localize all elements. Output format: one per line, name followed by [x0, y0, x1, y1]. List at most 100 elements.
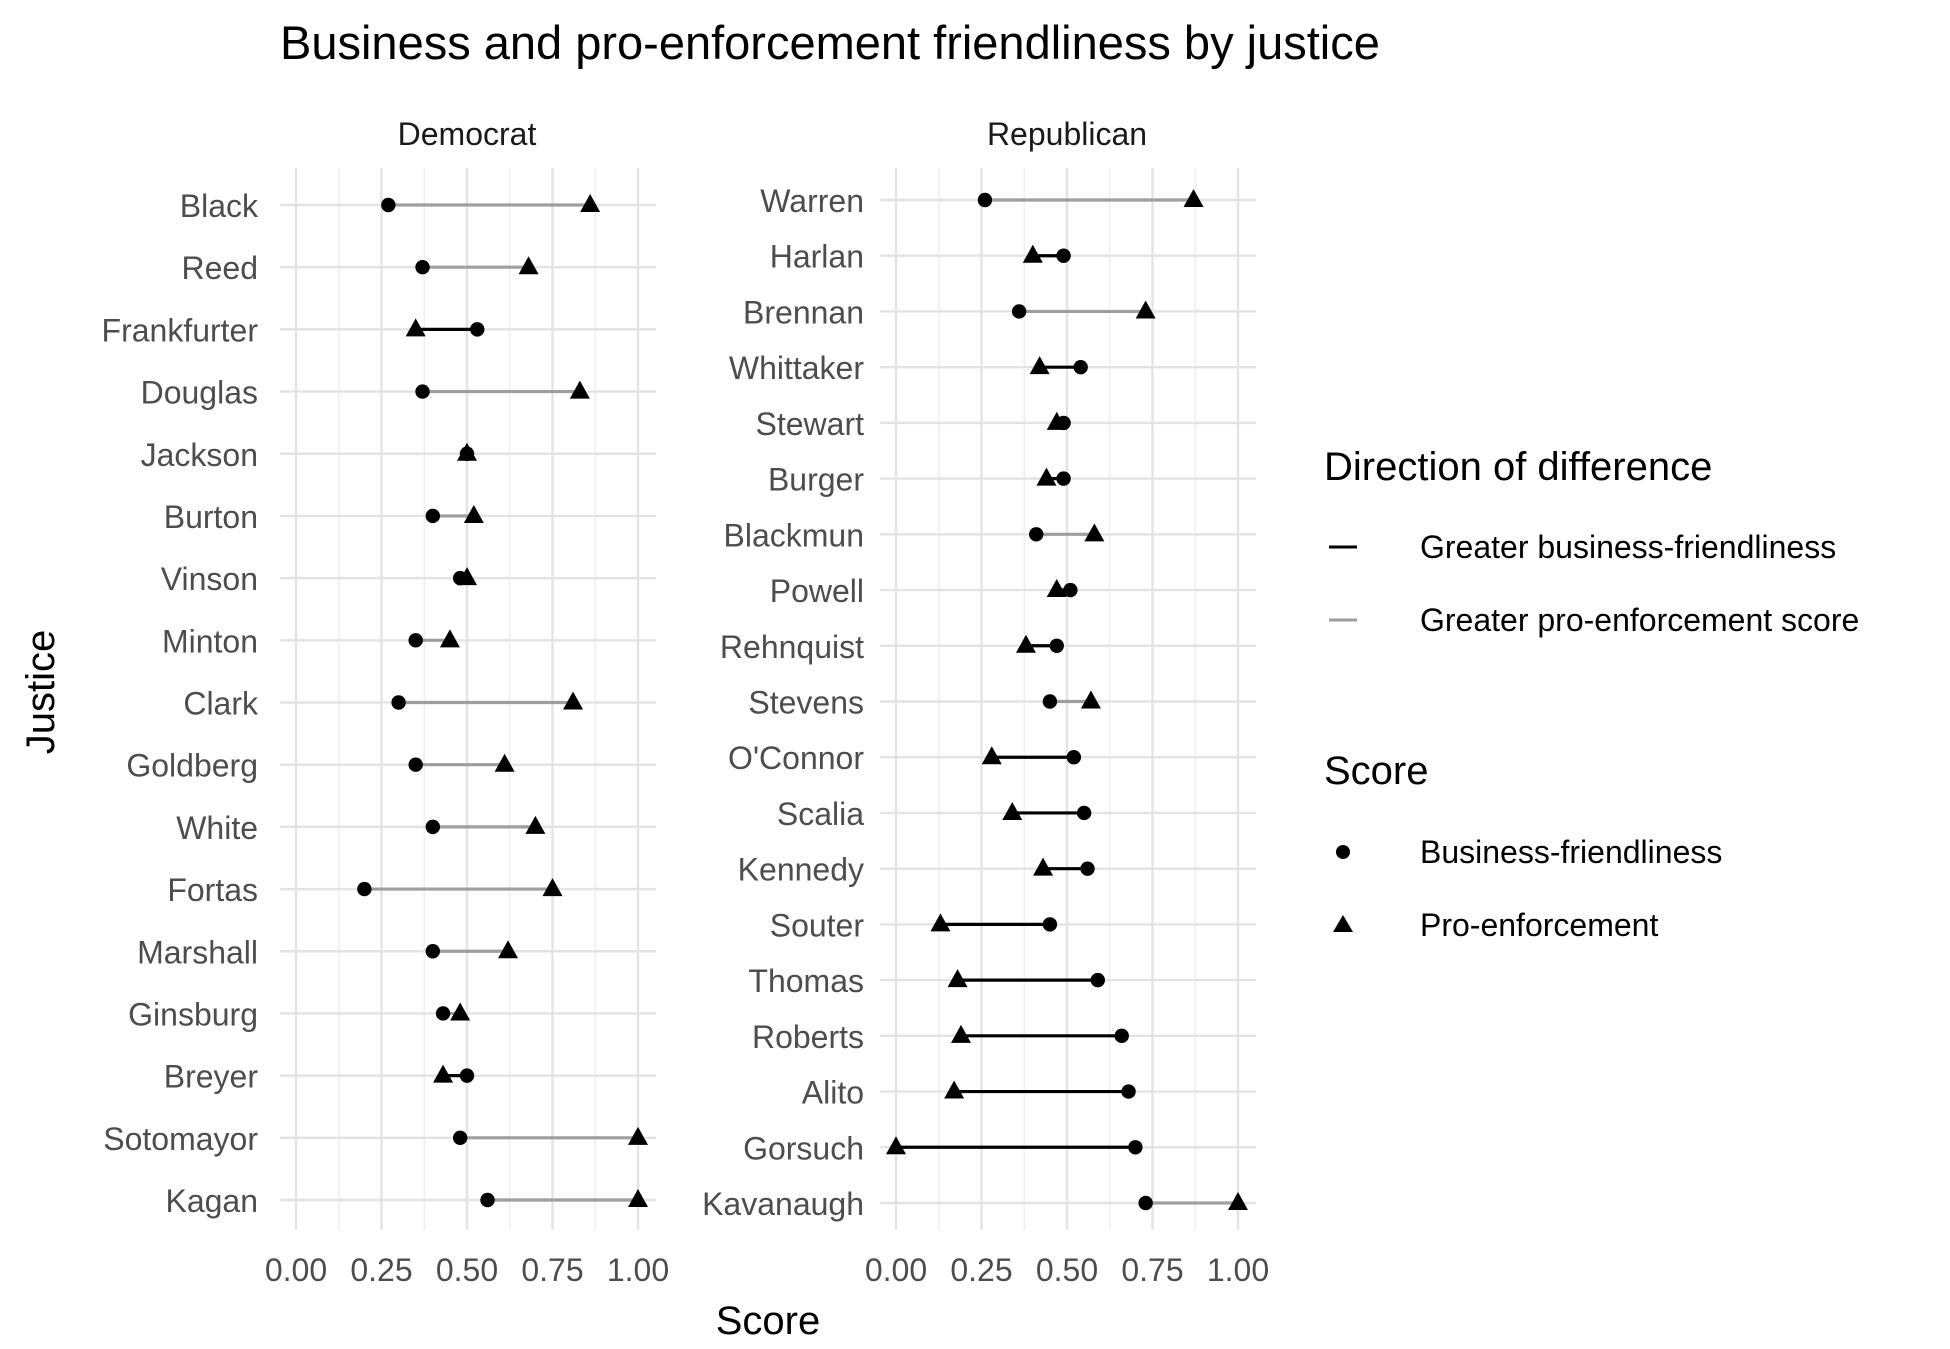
y-tick-label: Goldberg: [126, 748, 258, 784]
y-tick-label: Stewart: [756, 406, 865, 442]
facet-panel: Democrat 0.00 0.25 0.50 0.75 1.00 Black Reed Fra…: [102, 116, 670, 1288]
y-tick-label: Roberts: [752, 1019, 864, 1055]
enforcement-point: [886, 1136, 906, 1155]
y-tick-label: Breyer: [164, 1059, 259, 1095]
business-point: [435, 1006, 451, 1021]
x-tick-label: 1.00: [607, 1252, 669, 1288]
enforcement-point: [1022, 244, 1043, 263]
enforcement-point: [950, 1024, 971, 1043]
enforcement-point: [944, 1080, 965, 1099]
x-tick-label: 1.00: [1207, 1252, 1269, 1288]
enforcement-point: [580, 194, 601, 212]
y-tick-label: Kagan: [165, 1183, 258, 1219]
y-tick-label: Gorsuch: [743, 1130, 864, 1166]
y-axis-title: Justice: [19, 630, 63, 755]
enforcement-point: [463, 504, 484, 523]
x-tick-label: 0.75: [1121, 1252, 1183, 1288]
enforcement-point: [1015, 634, 1036, 653]
legend-direction-title: Direction of difference: [1324, 445, 1712, 489]
facet-panels: Democrat 0.00 0.25 0.50 0.75 1.00 Black Reed Fra…: [102, 116, 1270, 1288]
enforcement-point: [563, 691, 584, 710]
business-point: [1138, 1195, 1153, 1211]
business-point: [470, 322, 485, 337]
business-point: [1049, 638, 1064, 653]
business-point: [1073, 359, 1088, 375]
business-point: [1056, 248, 1071, 263]
enforcement-point: [450, 1002, 471, 1021]
x-tick-label: 0.50: [1036, 1252, 1098, 1288]
enforcement-point: [457, 442, 477, 461]
business-point: [1029, 527, 1044, 542]
y-tick-label: Thomas: [748, 963, 864, 999]
x-tick-label: 0.00: [265, 1252, 327, 1288]
business-point: [1056, 471, 1071, 486]
enforcement-point: [405, 318, 426, 337]
legend-score-title: Score: [1324, 749, 1429, 793]
business-point: [425, 819, 440, 835]
enforcement-point: [439, 629, 460, 648]
y-tick-label: Powell: [770, 573, 864, 609]
x-tick-label: 0.75: [521, 1252, 583, 1288]
business-point: [1114, 1028, 1129, 1044]
y-tick-label: Fortas: [167, 872, 258, 908]
enforcement-point: [1029, 356, 1050, 375]
business-point: [425, 944, 440, 959]
y-tick-label: Brennan: [743, 294, 864, 330]
x-tick-label: 0.25: [350, 1252, 412, 1288]
business-point: [1066, 750, 1082, 765]
enforcement-point: [1046, 411, 1067, 430]
legend-label-business: Greater business-friendliness: [1420, 529, 1836, 565]
enforcement-point: [628, 1189, 648, 1207]
facet-strip-label: Democrat: [398, 116, 537, 152]
enforcement-point: [1002, 801, 1023, 820]
y-tick-label: White: [176, 810, 258, 846]
facet-strip-label: Republican: [987, 116, 1147, 152]
business-point: [1121, 1084, 1136, 1099]
business-point: [1080, 861, 1095, 876]
business-point: [415, 259, 430, 275]
business-point: [1042, 694, 1058, 709]
business-point: [1063, 582, 1078, 598]
enforcement-point: [1080, 690, 1101, 709]
business-point: [1128, 1140, 1143, 1155]
facet-panel: Republican 0.00 0.25 0.50 0.75 1.00 Warren Harl…: [702, 116, 1269, 1288]
business-point: [425, 508, 440, 524]
enforcement-point: [498, 940, 519, 959]
business-point: [408, 757, 423, 772]
x-axis-title: Score: [716, 1299, 821, 1343]
y-tick-label: Ginsburg: [128, 996, 258, 1032]
y-tick-label: Douglas: [141, 375, 258, 411]
y-tick-label: Reed: [182, 250, 259, 286]
enforcement-point: [981, 746, 1002, 765]
enforcement-point: [494, 753, 515, 772]
y-tick-label: Marshall: [137, 934, 258, 970]
y-tick-label: Warren: [760, 183, 864, 219]
enforcement-point: [1228, 1192, 1248, 1210]
enforcement-point: [457, 567, 477, 586]
legend-label-circle: Business-friendliness: [1420, 834, 1722, 870]
business-point: [1090, 972, 1105, 988]
x-tick-label: 0.50: [436, 1252, 498, 1288]
business-point: [977, 192, 993, 208]
enforcement-point: [569, 380, 590, 399]
y-tick-label: Whittaker: [729, 350, 864, 386]
y-tick-label: Frankfurter: [102, 312, 259, 348]
enforcement-point: [1135, 300, 1156, 319]
legend-label-triangle: Pro-enforcement: [1420, 907, 1658, 943]
enforcement-point: [1183, 189, 1204, 207]
enforcement-point: [518, 256, 539, 275]
y-tick-label: Clark: [183, 686, 259, 722]
enforcement-point: [930, 913, 951, 932]
y-tick-label: Souter: [770, 907, 865, 943]
business-point: [357, 881, 372, 897]
business-point: [480, 1192, 495, 1208]
business-point: [1011, 304, 1027, 319]
y-tick-label: Stevens: [748, 685, 864, 721]
business-point: [1076, 805, 1092, 821]
enforcement-point: [628, 1126, 648, 1145]
business-point: [459, 1068, 475, 1083]
y-tick-label: Rehnquist: [720, 629, 864, 665]
business-point: [381, 197, 396, 213]
